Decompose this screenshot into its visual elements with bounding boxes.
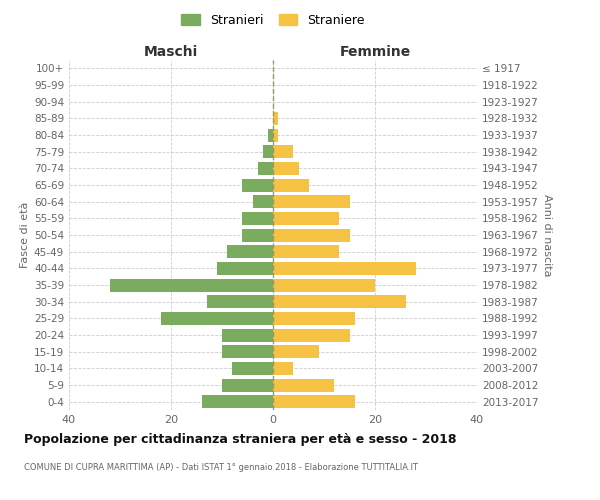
Bar	[273, 278, 375, 291]
Bar	[273, 245, 340, 258]
Bar	[263, 145, 273, 158]
Bar	[217, 262, 273, 275]
Bar	[273, 145, 293, 158]
Bar	[258, 162, 273, 175]
Bar	[161, 312, 273, 325]
Bar	[232, 362, 273, 375]
Bar	[242, 178, 273, 192]
Bar	[273, 328, 349, 342]
Bar	[273, 378, 334, 392]
Bar	[110, 278, 273, 291]
Y-axis label: Fasce di età: Fasce di età	[20, 202, 30, 268]
Bar	[253, 195, 273, 208]
Bar	[206, 295, 273, 308]
Bar	[273, 395, 355, 408]
Bar	[242, 212, 273, 225]
Bar	[273, 295, 406, 308]
Bar	[227, 245, 273, 258]
Bar	[222, 345, 273, 358]
Bar	[273, 162, 299, 175]
Bar	[273, 178, 309, 192]
Bar	[273, 128, 278, 141]
Bar	[273, 362, 293, 375]
Bar	[273, 262, 416, 275]
Bar	[242, 228, 273, 241]
Bar	[273, 312, 355, 325]
Bar	[273, 195, 349, 208]
Text: Femmine: Femmine	[340, 45, 410, 59]
Bar	[273, 112, 278, 125]
Legend: Stranieri, Straniere: Stranieri, Straniere	[176, 8, 370, 32]
Bar	[273, 212, 340, 225]
Text: Popolazione per cittadinanza straniera per età e sesso - 2018: Popolazione per cittadinanza straniera p…	[24, 432, 457, 446]
Text: COMUNE DI CUPRA MARITTIMA (AP) - Dati ISTAT 1° gennaio 2018 - Elaborazione TUTTI: COMUNE DI CUPRA MARITTIMA (AP) - Dati IS…	[24, 462, 418, 471]
Bar	[222, 328, 273, 342]
Bar	[268, 128, 273, 141]
Bar	[202, 395, 273, 408]
Bar	[273, 345, 319, 358]
Y-axis label: Anni di nascita: Anni di nascita	[542, 194, 553, 276]
Bar	[222, 378, 273, 392]
Text: Maschi: Maschi	[144, 45, 198, 59]
Bar	[273, 228, 349, 241]
